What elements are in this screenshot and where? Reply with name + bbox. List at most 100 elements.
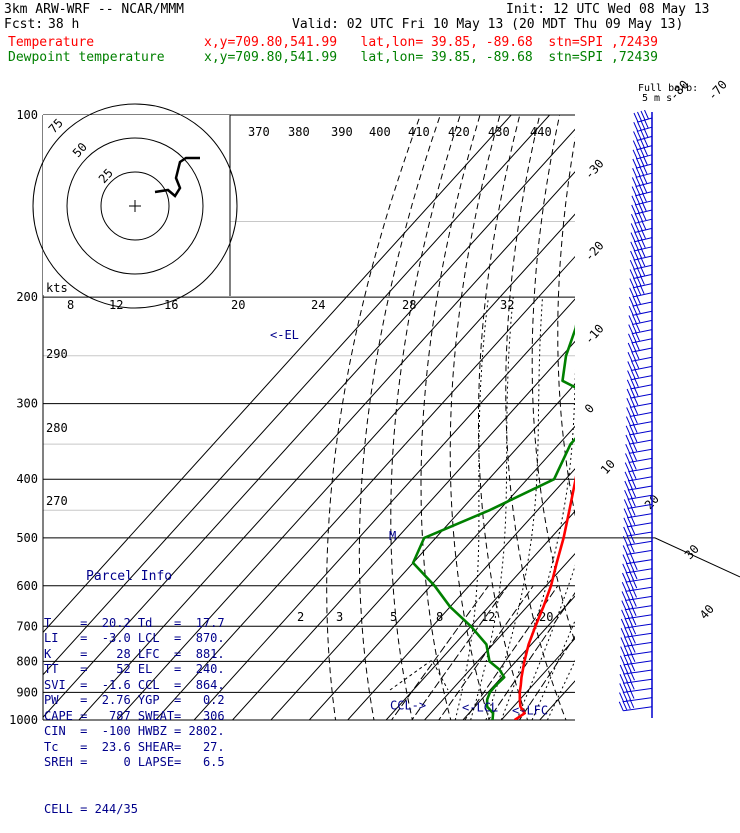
- isotherm-line: [336, 102, 740, 733]
- wind-barb-feather: [628, 334, 632, 343]
- wind-barb-shaft: [625, 633, 652, 637]
- pressure-tick-label: 1000: [9, 713, 38, 727]
- wind-barb-feather: [623, 682, 627, 691]
- wind-barb-shaft: [623, 707, 652, 711]
- wind-barb-feather: [622, 591, 626, 600]
- wind-barb-feather: [638, 212, 642, 221]
- wind-barb-feather: [634, 259, 638, 268]
- dry-adiabat: [391, 115, 460, 733]
- wind-barb-feather: [642, 220, 646, 229]
- wind-barb-feather: [631, 379, 635, 388]
- hodograph-units-label: kts: [46, 281, 68, 295]
- wind-barb-feather: [643, 165, 647, 174]
- wind-barb-feather: [637, 149, 641, 158]
- wind-barb-feather: [626, 417, 630, 426]
- pressure-tick-label: 800: [16, 654, 38, 668]
- wind-barb-feather: [635, 232, 639, 241]
- init-time: Init: 12 UTC Wed 08 May 13: [506, 3, 710, 17]
- isotherm-line: [490, 102, 740, 733]
- wind-barb-feather: [639, 203, 643, 212]
- plot-border-extension: [575, 538, 740, 577]
- wind-barb-feather: [630, 406, 634, 415]
- wind-barb-feather: [624, 518, 628, 527]
- wind-barb-feather: [625, 600, 629, 609]
- theta-label: 410: [408, 125, 430, 139]
- wind-barb-feather: [631, 233, 635, 242]
- wind-barb-feather: [640, 166, 644, 175]
- legend-dewpoint-name: Dewpoint temperature: [8, 51, 165, 65]
- legend-temperature-name: Temperature: [8, 36, 94, 50]
- dry-adiabat: [359, 115, 440, 733]
- wind-barb-feather: [629, 434, 633, 443]
- dewpoint-line: [413, 115, 650, 720]
- wind-barb-feather: [633, 287, 637, 296]
- wind-barb-feather: [625, 481, 629, 490]
- wind-barb-feather: [630, 416, 634, 425]
- wind-barb-shaft: [626, 596, 652, 600]
- parcel-info-row: CIN = -100 HWBZ = 2802.: [44, 724, 230, 740]
- wind-barb-feather: [631, 214, 635, 223]
- wind-barb-feather: [632, 351, 636, 360]
- wind-barb-feather: [645, 110, 649, 119]
- wind-barb-feather: [629, 452, 633, 461]
- mixing-ratio-label: 8: [436, 610, 443, 624]
- wind-barb-shaft: [624, 670, 652, 674]
- wind-barb-feather: [632, 177, 636, 186]
- wind-barb-feather: [620, 665, 624, 674]
- wind-barb-feather: [642, 202, 646, 211]
- wind-barb-feather: [630, 279, 634, 288]
- mixing-ratio-label: 12: [481, 610, 495, 624]
- valid-time: Valid: 02 UTC Fri 10 May 13 (20 MDT Thu …: [292, 18, 683, 32]
- isotherm-label: -10: [582, 322, 607, 347]
- wind-barb-feather: [636, 295, 640, 304]
- parcel-cell: CELL = 244/35: [44, 802, 230, 818]
- wind-barb-feather: [634, 250, 638, 259]
- pressure-tick-label: 300: [16, 397, 38, 411]
- isotherm-label: 0: [582, 401, 597, 416]
- wind-barb-shaft: [625, 624, 652, 628]
- parcel-info-row: CAPE = 787 SWEAT= 306: [44, 709, 230, 725]
- speed-axis-label: 28: [402, 298, 416, 312]
- wind-barb-feather: [631, 242, 635, 251]
- wind-barb-feather: [626, 444, 630, 453]
- ccl-annotation: CCL->: [390, 699, 426, 713]
- wind-barb-feather: [624, 509, 628, 518]
- barb-note-line2: 5 m s: [642, 94, 672, 104]
- forecast-label: Fcst:: [4, 18, 43, 32]
- el-annotation: <-EL: [270, 328, 299, 342]
- dry-adiabat: [479, 115, 533, 733]
- wind-barb-feather: [625, 618, 629, 627]
- wind-barb-feather: [626, 590, 630, 599]
- isotherm-line: [298, 102, 740, 733]
- theta-label: 280: [46, 421, 68, 435]
- theta-label: 390: [331, 125, 353, 139]
- wind-barb-feather: [622, 610, 626, 619]
- lfc-annotation: <-LFC: [512, 704, 548, 718]
- wind-barb-feather: [626, 426, 630, 435]
- wind-barb-feather: [636, 304, 640, 313]
- wind-barb-feather: [643, 184, 647, 193]
- dry-adiabat: [630, 115, 740, 733]
- wind-barb-feather: [625, 453, 629, 462]
- wind-barb-feather: [644, 119, 648, 128]
- wind-barb-feather: [640, 139, 644, 148]
- wind-barb-feather: [634, 113, 638, 122]
- wind-barb-feather: [632, 324, 636, 333]
- wind-barb-feather: [635, 350, 639, 359]
- dry-adiabat: [532, 115, 610, 733]
- wind-barb-feather: [620, 674, 624, 683]
- temperature-line: [515, 115, 730, 720]
- speed-axis-label: 24: [311, 298, 325, 312]
- wind-barb-feather: [624, 636, 628, 645]
- dry-adiabat: [583, 115, 688, 733]
- wind-barb-feather: [635, 195, 639, 204]
- wind-barb-feather: [620, 693, 624, 702]
- wind-barb-feather: [623, 673, 627, 682]
- dry-adiabat: [558, 115, 649, 733]
- wind-barb-feather: [631, 251, 635, 260]
- wind-barb-feather: [637, 121, 641, 130]
- wind-barb-feather: [641, 129, 645, 138]
